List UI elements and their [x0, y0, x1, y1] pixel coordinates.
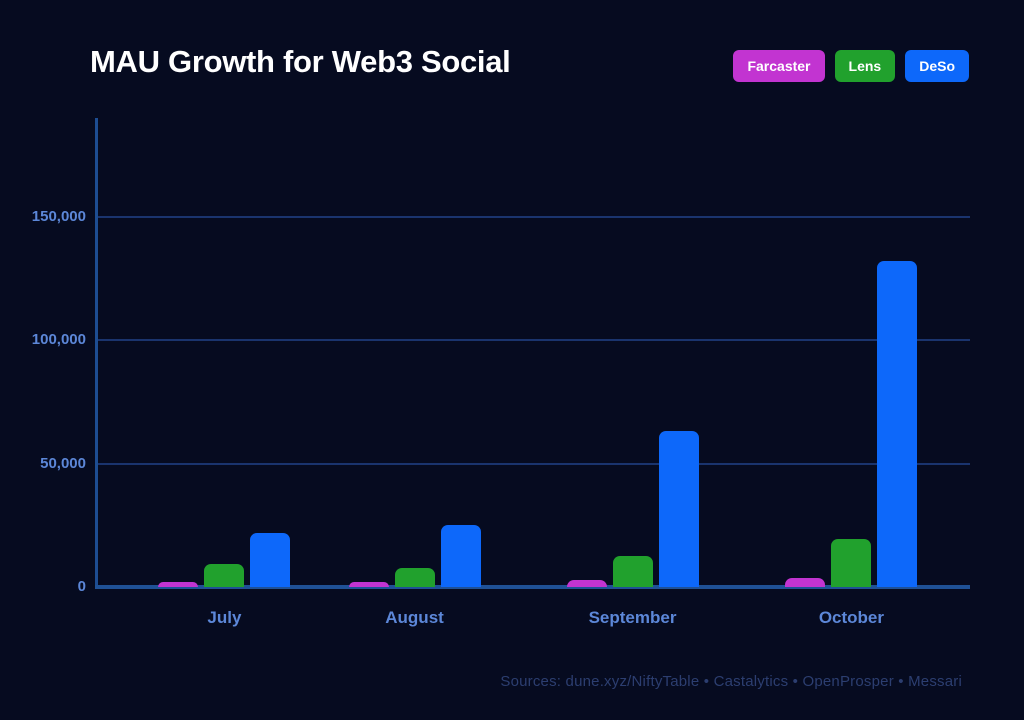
x-category-label-august: August	[385, 608, 444, 627]
bar-farcaster-august	[348, 582, 389, 587]
x-category-label-october: October	[818, 608, 884, 627]
y-axis-line	[95, 118, 98, 589]
plot-area: 0 50,000 100,000 150,000	[32, 118, 970, 595]
bar-lens-august	[394, 568, 435, 587]
bar-group-september	[566, 431, 699, 587]
bar-group-july	[158, 533, 291, 587]
x-category-label-july: July	[207, 608, 242, 627]
bar-deso-september	[658, 431, 699, 587]
x-category-label-september: September	[588, 608, 677, 627]
bar-farcaster-september	[566, 580, 607, 587]
y-tick-label-50000: 50,000	[40, 454, 86, 472]
legend-chip-farcaster[interactable]: Farcaster	[733, 50, 825, 82]
gridline-150000	[98, 215, 970, 218]
y-tick-label-0: 0	[77, 578, 86, 595]
legend: Farcaster Lens DeSo	[733, 50, 969, 82]
bar-deso-october	[877, 261, 918, 587]
page-title: MAU Growth for Web3 Social	[90, 44, 511, 79]
legend-chip-lens[interactable]: Lens	[834, 50, 896, 82]
bar-deso-july	[250, 533, 291, 587]
bar-lens-july	[204, 564, 245, 587]
x-axis-line	[95, 585, 970, 589]
bar-farcaster-october	[785, 578, 826, 587]
x-axis-labels: July August September October	[98, 587, 970, 637]
y-tick-label-100000: 100,000	[31, 331, 86, 349]
source-attribution: Sources: dune.xyz/NiftyTable • Castalyti…	[500, 673, 962, 690]
bar-deso-august	[440, 525, 481, 587]
bar-farcaster-july	[158, 582, 199, 587]
bar-group-august	[348, 525, 481, 587]
bar-lens-september	[612, 556, 653, 587]
legend-chip-deso[interactable]: DeSo	[905, 50, 969, 82]
y-tick-label-150000: 150,000	[31, 207, 86, 225]
bar-lens-october	[831, 539, 872, 587]
gridline-100000	[98, 339, 970, 342]
gridline-50000	[98, 462, 970, 465]
bar-group-october	[785, 261, 918, 587]
